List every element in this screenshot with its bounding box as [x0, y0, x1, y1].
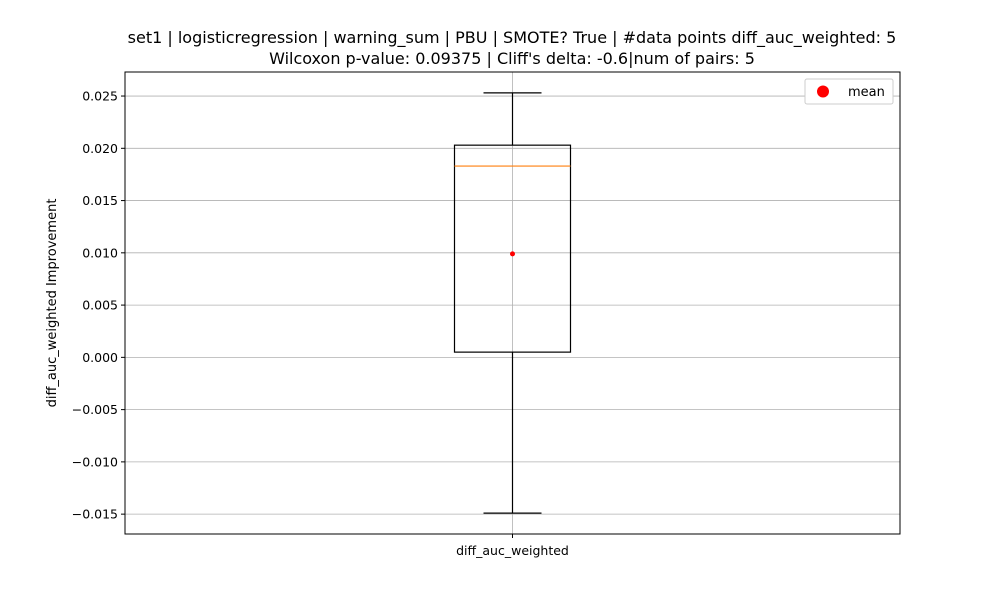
y-axis-ticks: −0.015 −0.010 −0.005 0.000 0.005 0.010 0.015 0.…: [72, 89, 125, 522]
y-tick-label: 0.015: [82, 193, 118, 208]
y-tick-label: −0.010: [72, 454, 118, 469]
y-tick-label: 0.005: [82, 298, 118, 313]
plot-frame: [124, 71, 901, 535]
y-tick-label: 0.010: [82, 245, 118, 260]
x-tick-label: diff_auc_weighted: [456, 543, 569, 558]
y-axis-label: diff_auc_weighted Improvement: [45, 199, 60, 408]
y-tick-label: −0.005: [72, 402, 118, 417]
chart-title: set1 | logisticregression | warning_sum …: [128, 28, 897, 48]
iqr-box: [453, 144, 572, 353]
mean-marker: [510, 251, 515, 257]
y-tick-label: 0.025: [82, 89, 118, 104]
legend: mean: [804, 78, 894, 105]
box-layer: [453, 92, 572, 514]
y-tick-label: −0.015: [72, 507, 118, 522]
legend-mean-label: mean: [848, 85, 885, 100]
y-tick-label: 0.020: [82, 141, 118, 156]
legend-frame: [804, 78, 894, 105]
y-tick-label: 0.000: [82, 350, 118, 365]
legend-mean-marker: [817, 85, 829, 98]
x-axis-ticks: diff_auc_weighted: [456, 534, 569, 558]
chart-subtitle: Wilcoxon p-value: 0.09375 | Cliff's delt…: [269, 49, 755, 68]
